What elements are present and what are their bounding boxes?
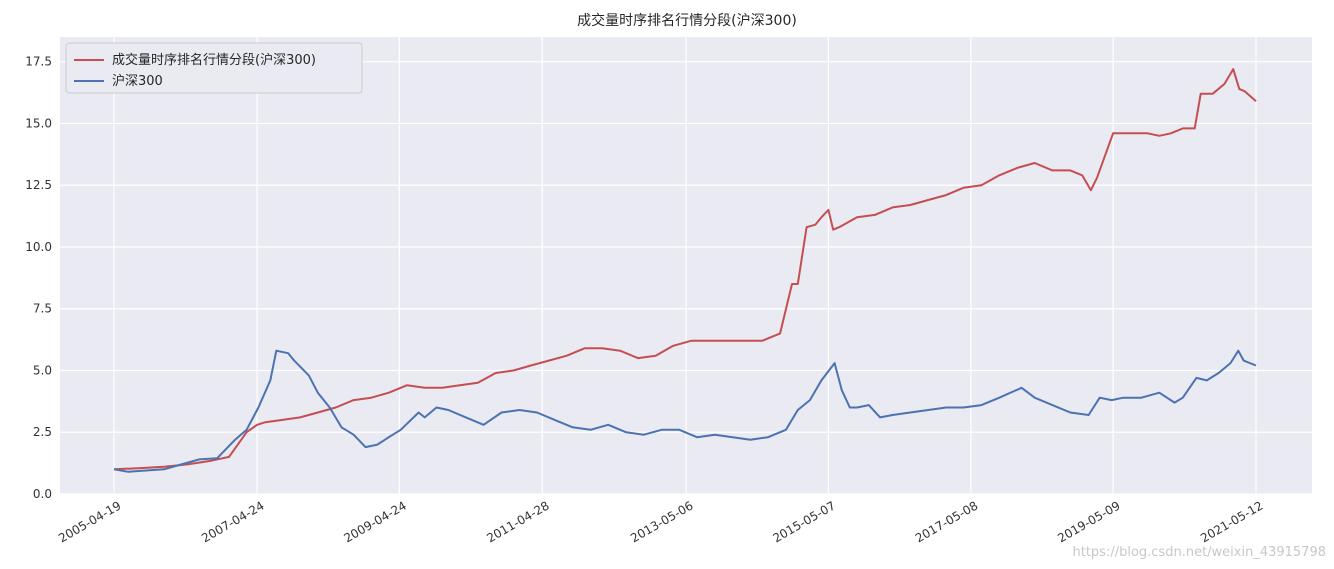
x-tick-label: 2011-04-28	[484, 498, 551, 545]
legend: 成交量时序排名行情分段(沪深300) 沪深300	[65, 42, 363, 94]
legend-label-0: 成交量时序排名行情分段(沪深300)	[112, 52, 316, 68]
y-tick-label: 17.5	[25, 55, 52, 69]
y-tick-label: 10.0	[25, 240, 52, 254]
series-line-1	[113, 349, 1257, 473]
y-tick-label: 7.5	[33, 302, 52, 316]
x-tick-label: 2017-05-08	[913, 498, 980, 545]
x-tick-label: 2019-05-09	[1055, 498, 1122, 545]
legend-box	[65, 42, 363, 94]
y-tick-label: 12.5	[25, 178, 52, 192]
y-tick-label: 0.0	[33, 487, 52, 501]
x-tick-label: 2021-05-12	[1198, 498, 1265, 545]
x-tick-label: 2007-04-24	[199, 498, 266, 545]
x-tick-label: 2015-05-07	[770, 498, 837, 545]
x-ticks: 2005-04-19 2007-04-24 2009-04-24 2011-04-28…	[56, 498, 1265, 545]
chart-title: 成交量时序排名行情分段(沪深300)	[577, 12, 797, 29]
series-group	[113, 68, 1257, 473]
y-tick-label: 2.5	[33, 425, 52, 439]
y-tick-label: 15.0	[25, 116, 52, 130]
y-ticks: 0.0 2.5 5.0 7.5 10.0 12.5 15.0 17.5	[25, 55, 52, 501]
watermark: https://blog.csdn.net/weixin_43915798	[1072, 545, 1326, 560]
x-tick-label: 2013-05-06	[628, 498, 695, 545]
y-tick-label: 5.0	[33, 363, 52, 377]
x-tick-label: 2005-04-19	[56, 498, 123, 545]
x-tick-label: 2009-04-24	[341, 498, 408, 545]
legend-label-1: 沪深300	[112, 73, 163, 89]
